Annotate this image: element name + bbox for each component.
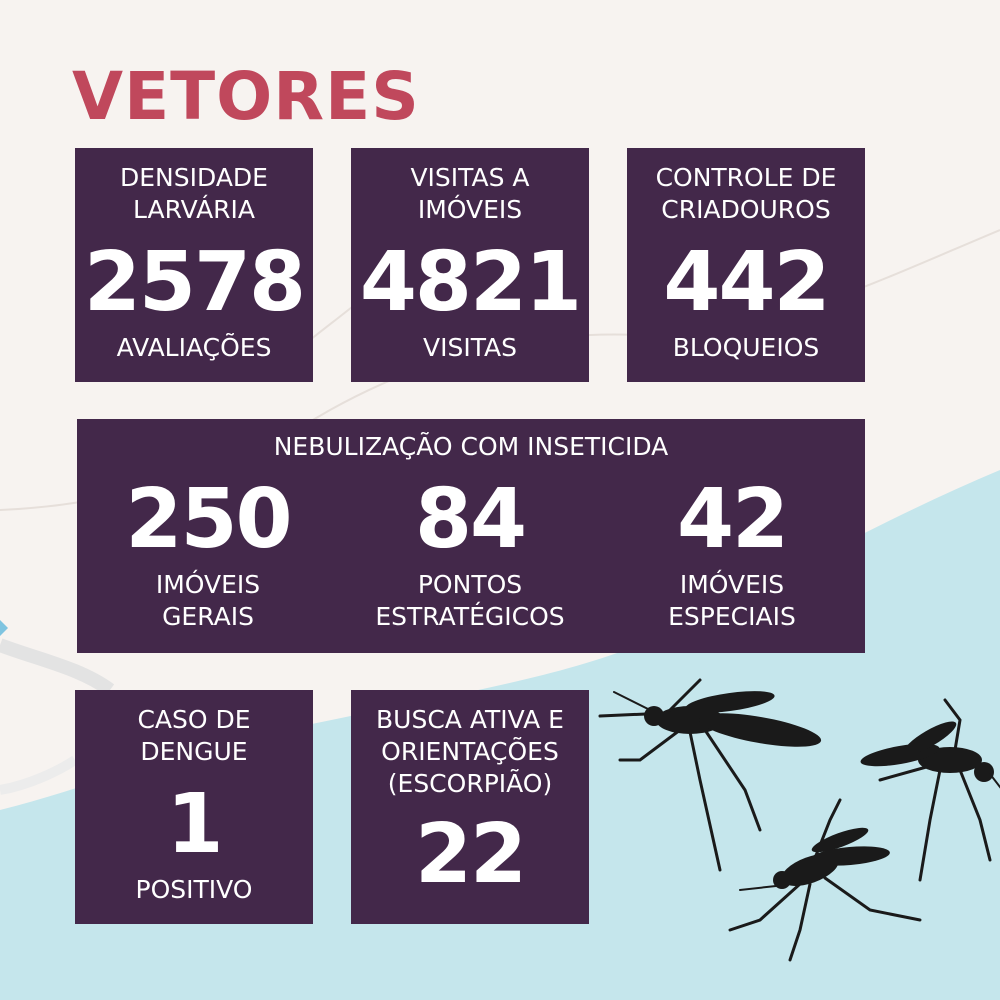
card-label: NEBULIZAÇÃO COM INSETICIDA [273, 432, 669, 461]
card-nebulizacao: NEBULIZAÇÃO COM INSETICIDA 250 IMÓVEIS G… [77, 419, 865, 653]
card-value: 442 [663, 235, 830, 330]
card-controle-criadouros: CONTROLE DE CRIADOUROS 442 BLOQUEIOS [627, 148, 865, 382]
item-unit: PONTOS ESTRATÉGICOS [375, 570, 565, 631]
card-label: DENSIDADE LARVÁRIA [120, 163, 268, 224]
card-value: 1 [166, 777, 223, 872]
card-label: VISITAS A IMÓVEIS [410, 163, 530, 224]
nebulizacao-item: 84 PONTOS ESTRATÉGICOS [339, 419, 601, 653]
card-unit: BLOQUEIOS [672, 333, 820, 362]
card-value: 22 [414, 807, 527, 902]
nebulizacao-item: 42 IMÓVEIS ESPECIAIS [601, 419, 863, 653]
nebulizacao-item: 250 IMÓVEIS GERAIS [77, 419, 339, 653]
item-unit: IMÓVEIS ESPECIAIS [668, 570, 796, 631]
card-value: 4821 [359, 235, 582, 330]
card-busca-ativa: BUSCA ATIVA E ORIENTAÇÕES (ESCORPIÃO) 22 [351, 690, 589, 924]
card-visitas-imoveis: VISITAS A IMÓVEIS 4821 VISITAS [351, 148, 589, 382]
card-value: 2578 [83, 235, 306, 330]
card-unit: POSITIVO [135, 875, 253, 904]
card-caso-dengue: CASO DE DENGUE 1 POSITIVO [75, 690, 313, 924]
item-value: 250 [125, 472, 292, 567]
card-unit: VISITAS [422, 333, 518, 362]
item-unit: IMÓVEIS GERAIS [155, 570, 261, 631]
card-unit: AVALIAÇÕES [116, 333, 272, 362]
card-label: BUSCA ATIVA E ORIENTAÇÕES (ESCORPIÃO) [376, 705, 564, 798]
page-title: VETORES [72, 58, 420, 135]
item-value: 84 [414, 472, 527, 567]
card-label: CASO DE DENGUE [137, 705, 251, 766]
item-value: 42 [676, 472, 789, 567]
card-label: CONTROLE DE CRIADOUROS [655, 163, 837, 224]
card-densidade-larvaria: DENSIDADE LARVÁRIA 2578 AVALIAÇÕES [75, 148, 313, 382]
